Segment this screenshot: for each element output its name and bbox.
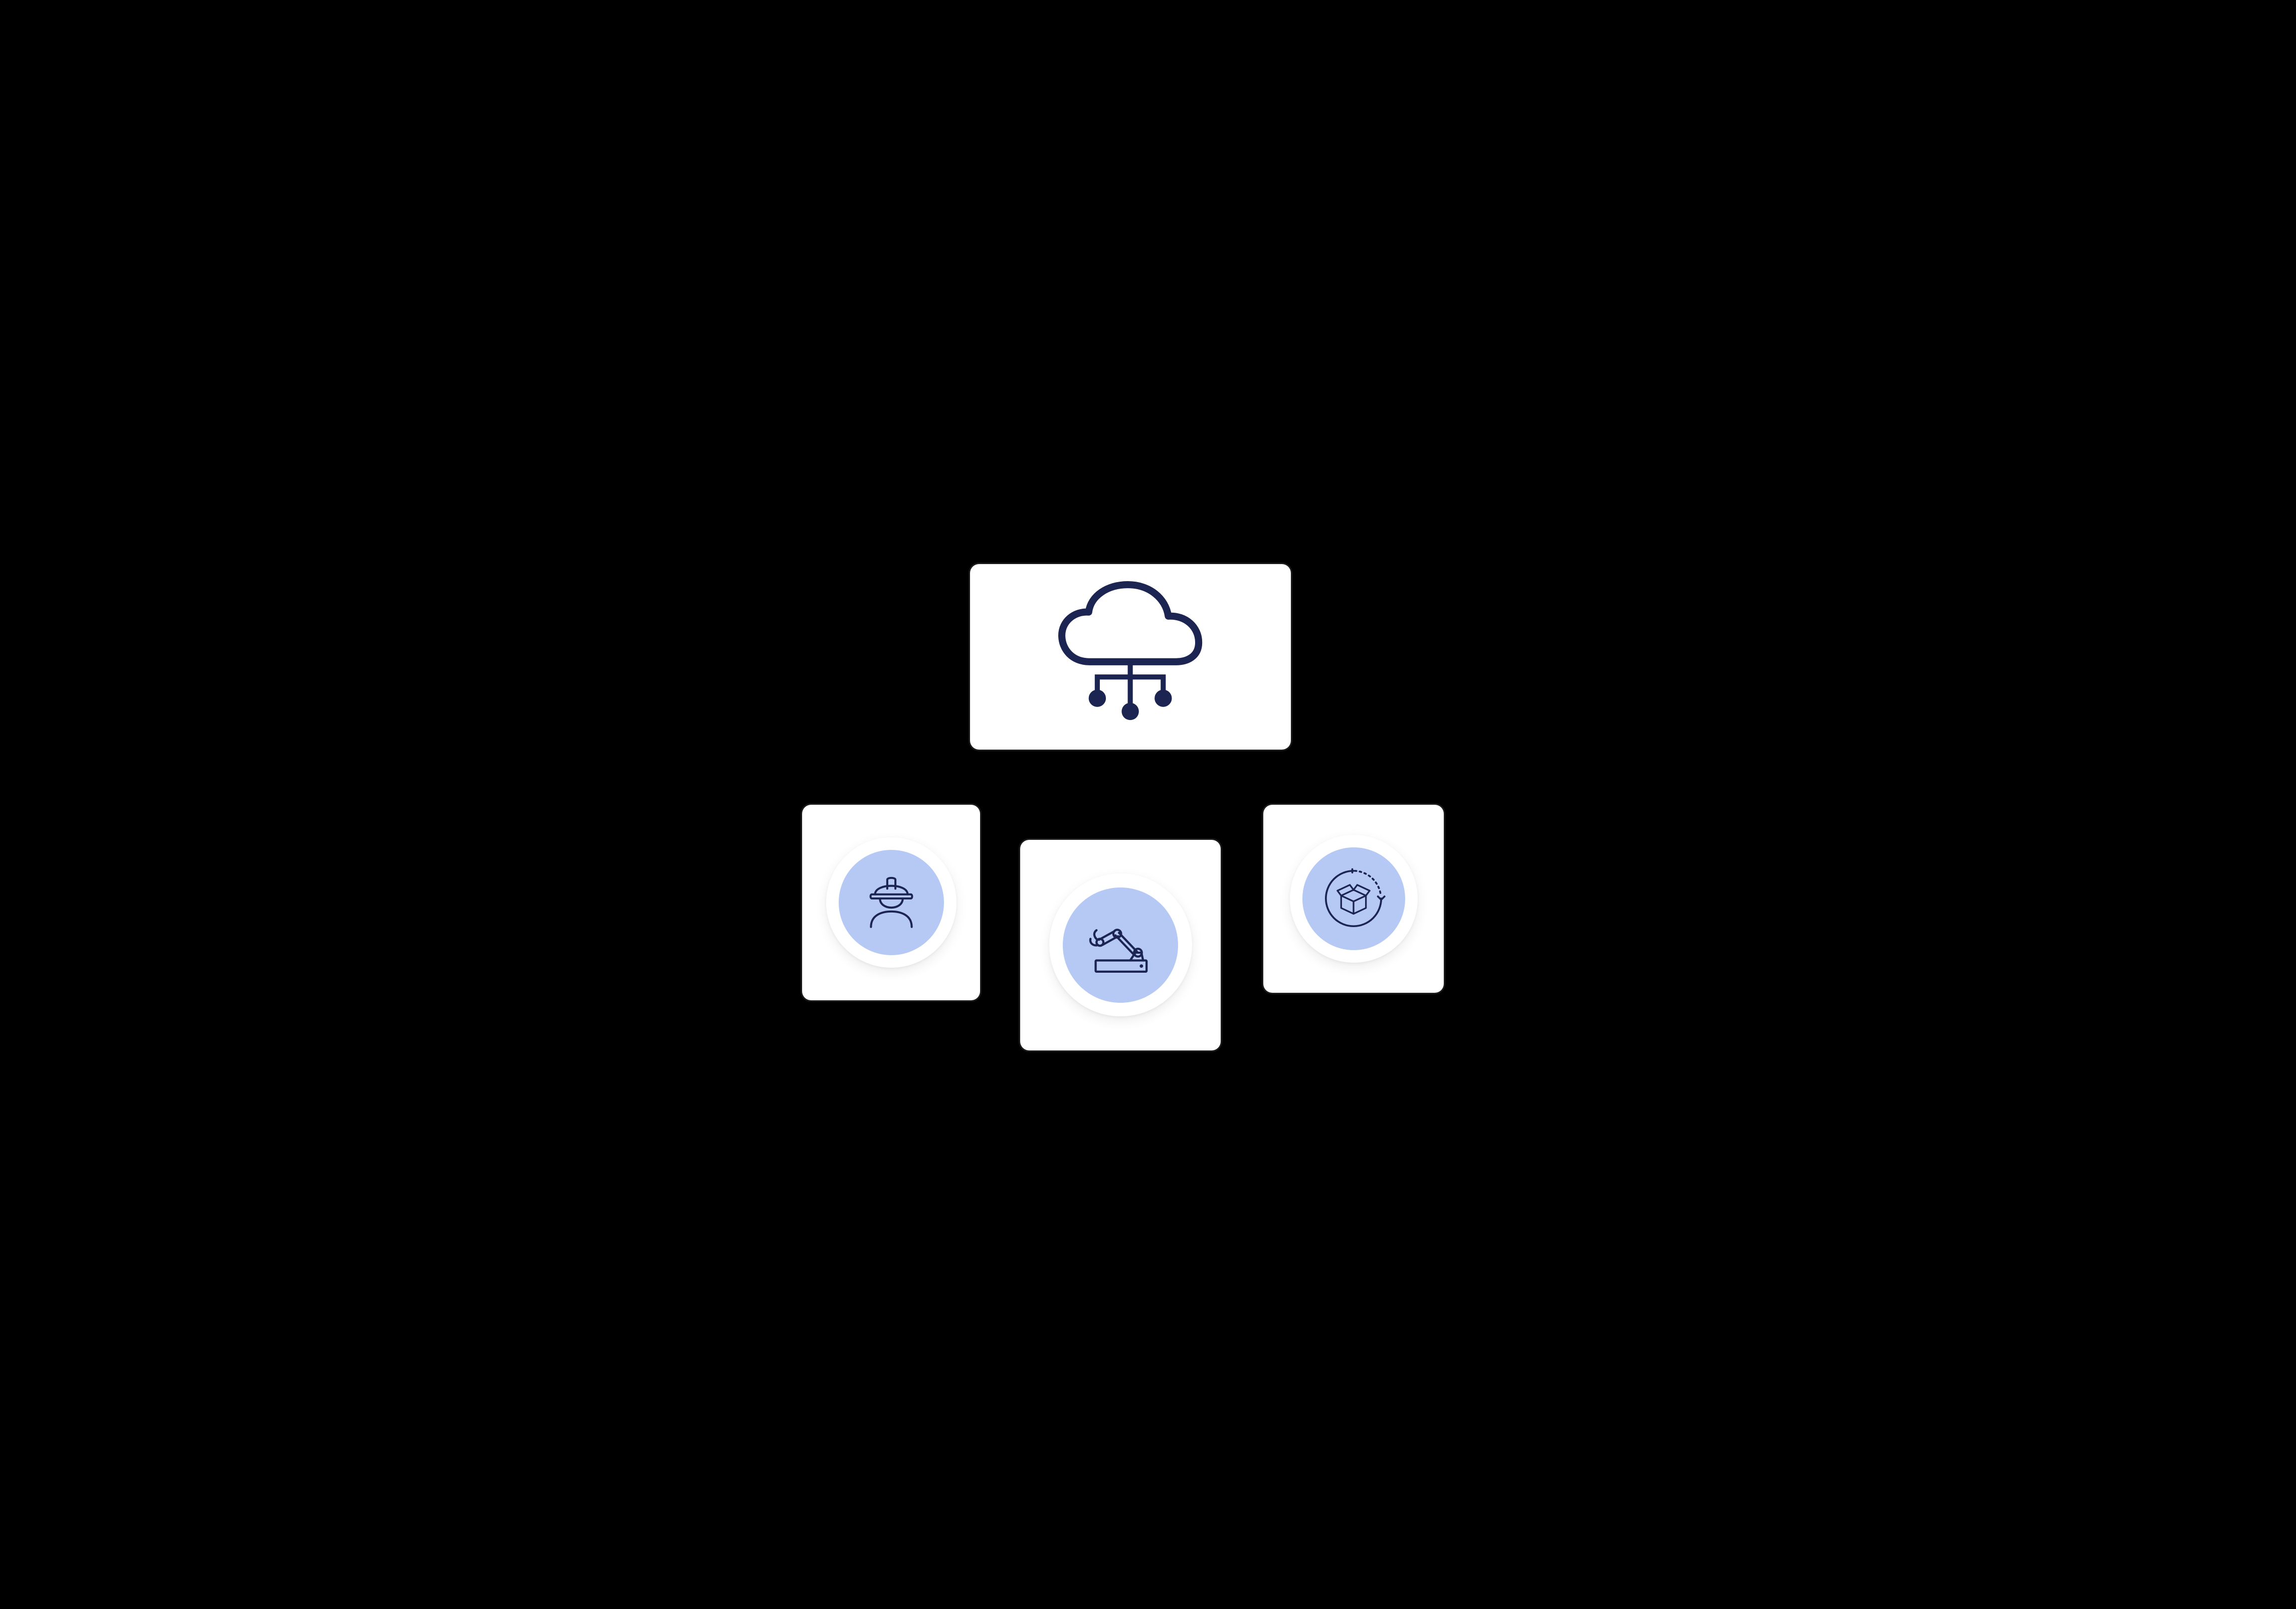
hardhat-worker-icon [859,870,924,935]
package-cycle-icon [1318,863,1389,934]
robot-badge [1063,887,1178,1003]
cloud-card [970,564,1291,750]
robot-card [1020,840,1221,1050]
robot-badge-ring [1049,873,1192,1016]
package-badge [1302,847,1405,950]
diagram-stage [797,559,1499,1050]
package-badge-ring [1290,835,1418,963]
package-card [1263,805,1444,993]
worker-badge-ring [826,837,956,968]
worker-badge [839,850,944,955]
worker-card [802,805,980,1000]
robot-arm-icon [1082,906,1160,984]
cloud-network-icon [1021,581,1239,733]
